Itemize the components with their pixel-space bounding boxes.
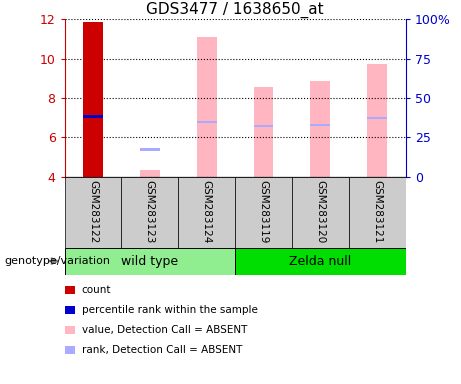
Bar xyxy=(197,37,217,177)
Bar xyxy=(254,125,273,127)
Bar xyxy=(254,86,273,177)
Text: GSM283122: GSM283122 xyxy=(88,180,98,243)
Bar xyxy=(310,124,331,126)
Title: GDS3477 / 1638650_at: GDS3477 / 1638650_at xyxy=(146,2,324,18)
Text: GSM283120: GSM283120 xyxy=(315,180,325,243)
Bar xyxy=(235,248,406,275)
Bar xyxy=(367,64,387,177)
Bar xyxy=(235,177,292,248)
Text: percentile rank within the sample: percentile rank within the sample xyxy=(82,305,258,315)
Bar xyxy=(83,22,103,177)
Text: GSM283121: GSM283121 xyxy=(372,180,382,243)
Bar xyxy=(367,117,387,119)
Bar xyxy=(65,248,235,275)
Bar xyxy=(197,121,217,123)
Text: Zelda null: Zelda null xyxy=(289,255,352,268)
Bar xyxy=(178,177,235,248)
Bar xyxy=(140,148,160,151)
Text: value, Detection Call = ABSENT: value, Detection Call = ABSENT xyxy=(82,325,247,335)
Bar xyxy=(292,177,349,248)
Text: count: count xyxy=(82,285,111,295)
Bar xyxy=(83,115,103,118)
Text: GSM283124: GSM283124 xyxy=(201,180,212,243)
Bar xyxy=(349,177,406,248)
Bar xyxy=(65,177,121,248)
Bar xyxy=(310,81,331,177)
Bar xyxy=(121,177,178,248)
Text: GSM283119: GSM283119 xyxy=(259,180,269,243)
Text: GSM283123: GSM283123 xyxy=(145,180,155,243)
Bar xyxy=(140,170,160,177)
Text: genotype/variation: genotype/variation xyxy=(5,256,111,266)
Text: rank, Detection Call = ABSENT: rank, Detection Call = ABSENT xyxy=(82,345,242,355)
Text: wild type: wild type xyxy=(121,255,178,268)
